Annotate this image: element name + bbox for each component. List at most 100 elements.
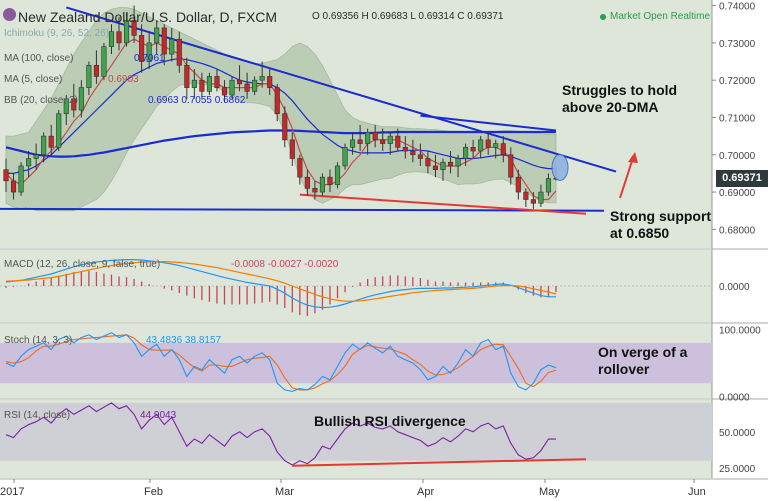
candle bbox=[357, 139, 363, 144]
candle bbox=[372, 132, 378, 141]
candle bbox=[229, 79, 235, 96]
rsi-tick-label: 25.0000 bbox=[719, 464, 756, 475]
candle bbox=[146, 42, 152, 62]
market-status: Market Open Realtime bbox=[610, 11, 711, 22]
candle bbox=[154, 27, 160, 44]
upper-resistance-line bbox=[420, 114, 557, 132]
symbol-logo-icon bbox=[3, 8, 16, 21]
price-tick-label: 0.70000 bbox=[719, 151, 756, 162]
candle bbox=[252, 79, 258, 92]
candle bbox=[214, 76, 220, 88]
candle bbox=[244, 83, 250, 92]
candle bbox=[237, 79, 243, 85]
candle bbox=[319, 176, 325, 193]
time-tick-label: Feb bbox=[144, 486, 163, 498]
candle bbox=[86, 64, 92, 88]
price-tick-label: 0.71000 bbox=[719, 113, 756, 124]
candle bbox=[18, 165, 24, 193]
price-tick-label: 0.68000 bbox=[719, 225, 756, 236]
macd-label[interactable]: MACD (12, 26, close, 9, false, true) bbox=[4, 259, 161, 270]
ma5-line bbox=[5, 38, 557, 201]
candle bbox=[478, 139, 484, 152]
support-line bbox=[0, 207, 605, 212]
candle bbox=[395, 135, 401, 148]
candle bbox=[538, 191, 544, 204]
candle bbox=[3, 169, 9, 182]
candle bbox=[78, 87, 84, 111]
candle bbox=[199, 79, 205, 92]
macd-values: -0.0008 -0.0027 -0.0020 bbox=[231, 259, 339, 270]
stoch-tick-label: 0.0000 bbox=[719, 393, 750, 404]
candle bbox=[508, 154, 514, 178]
candle bbox=[108, 31, 115, 47]
ma100-line bbox=[5, 129, 556, 158]
candle bbox=[530, 199, 536, 204]
rsi-line bbox=[5, 402, 557, 466]
candle bbox=[500, 143, 506, 156]
candle bbox=[440, 161, 446, 170]
last-price-tag: 0.69371 bbox=[716, 170, 768, 187]
candle bbox=[26, 158, 32, 167]
highlight-marker-icon bbox=[551, 153, 569, 181]
candle bbox=[327, 176, 333, 185]
candle bbox=[41, 135, 47, 156]
chart-title: New Zealand Dollar/U.S. Dollar, D, FXCM bbox=[18, 9, 278, 25]
price-tick-label: 0.72000 bbox=[719, 76, 756, 87]
candle bbox=[515, 176, 521, 193]
candle bbox=[410, 150, 416, 156]
ma100-label[interactable]: MA (100, close) bbox=[4, 53, 74, 64]
stoch-values: 43.4836 38.8157 bbox=[146, 335, 222, 346]
rsi-band bbox=[0, 402, 712, 461]
macd-tick-label: 0.0000 bbox=[719, 282, 750, 293]
time-tick-label: Apr bbox=[417, 486, 434, 498]
rsi-label[interactable]: RSI (14, close) bbox=[4, 410, 71, 421]
up-arrow-head-icon bbox=[628, 152, 638, 163]
candle bbox=[545, 178, 552, 193]
stoch-band bbox=[0, 342, 712, 384]
price-tick-label: 0.74000 bbox=[719, 2, 756, 13]
annotation-rsi: Bullish RSI divergence bbox=[314, 413, 466, 429]
annotation-stoch: On verge of a rollover bbox=[598, 344, 688, 377]
candle bbox=[485, 139, 491, 148]
candle bbox=[365, 132, 371, 144]
candle bbox=[312, 188, 318, 193]
stoch-label[interactable]: Stoch (14, 3, 3) bbox=[4, 335, 73, 346]
ma100-value: 0.7061 bbox=[134, 53, 165, 64]
candle bbox=[191, 79, 197, 88]
ma5-value: 0.6903 bbox=[108, 74, 139, 85]
bb-values: 0.6963 0.7055 0.6862 bbox=[148, 95, 246, 106]
stoch-k-line bbox=[5, 332, 557, 392]
candle bbox=[402, 147, 408, 152]
candle bbox=[297, 158, 303, 178]
time-tick-label: Jun bbox=[688, 486, 706, 498]
price-tick-label: 0.69000 bbox=[719, 188, 756, 199]
candle bbox=[131, 20, 137, 36]
rsi-value: 44.9043 bbox=[140, 410, 177, 421]
rsi-tick-label: 50.0000 bbox=[719, 428, 756, 439]
bb-label[interactable]: BB (20, close, 2) bbox=[4, 95, 78, 106]
time-tick-label: 2017 bbox=[0, 486, 24, 498]
candle bbox=[267, 76, 273, 88]
candle bbox=[259, 76, 265, 81]
candle bbox=[93, 64, 99, 77]
annotation-support: Strong support at 0.6850 bbox=[610, 208, 712, 241]
ma5-label[interactable]: MA (5, close) bbox=[4, 74, 63, 85]
candle bbox=[493, 143, 499, 148]
ohlc-readout: O 0.69356 H 0.69683 L 0.69314 C 0.69371 bbox=[312, 11, 504, 22]
candle bbox=[387, 135, 393, 144]
candle bbox=[161, 27, 167, 55]
candle bbox=[71, 98, 77, 111]
candle bbox=[48, 135, 54, 148]
ichimoku-label[interactable]: Ichimoku (9, 26, 52, 26) bbox=[4, 28, 110, 39]
candle bbox=[282, 113, 288, 141]
candle bbox=[334, 165, 341, 185]
candle bbox=[417, 154, 423, 159]
candle bbox=[116, 31, 122, 44]
candle bbox=[63, 98, 69, 115]
annotation-dma: Struggles to hold above 20-DMA bbox=[562, 82, 678, 115]
candle bbox=[463, 147, 469, 159]
candle bbox=[33, 154, 39, 159]
candle bbox=[289, 139, 295, 159]
